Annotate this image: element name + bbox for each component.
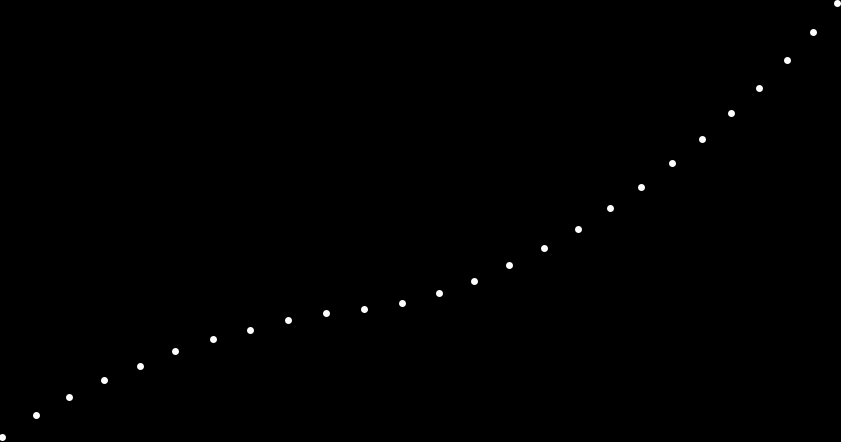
data-point [755,84,763,92]
data-point [246,326,254,334]
data-point [136,362,144,370]
data-point [209,335,217,343]
data-point [809,28,817,36]
data-point [698,135,706,143]
data-point [574,225,582,233]
data-point [65,393,73,401]
data-point [0,433,6,441]
data-point [668,159,676,167]
data-point [540,244,548,252]
data-point [505,261,513,269]
data-point [833,0,841,7]
data-point [727,109,735,117]
data-point [606,204,614,212]
data-point [322,309,330,317]
data-point [398,299,406,307]
data-point [783,56,791,64]
data-point [32,411,40,419]
data-point [171,347,179,355]
data-point [637,183,645,191]
data-point [100,376,108,384]
data-point [435,289,443,297]
data-point [470,277,478,285]
data-point [284,316,292,324]
data-point [360,305,368,313]
